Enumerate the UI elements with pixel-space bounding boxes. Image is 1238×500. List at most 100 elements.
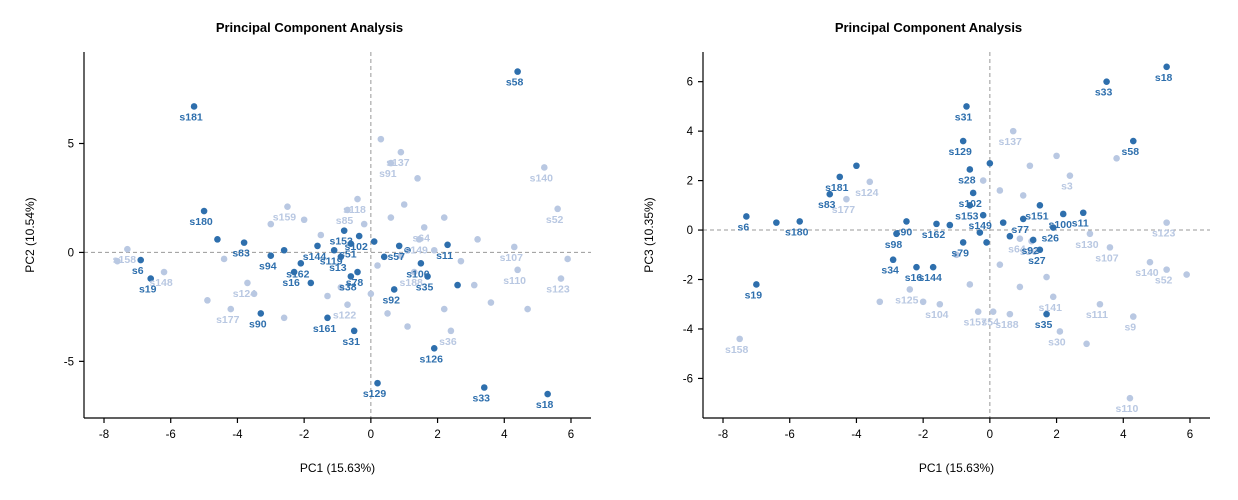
data-point [946,221,954,229]
data-point [347,273,355,280]
scatter-plot-pc1-pc2: -8 -6 -4 -2 0 2 4 6 -5 0 5 PC1 (15.63%) PC2 (10.54%)… [23,52,591,475]
data-point [314,242,321,250]
point-label: s58 [1122,146,1140,158]
data-point [470,281,478,289]
y-tick-label: 0 [687,225,693,237]
x-tick-label: -4 [232,429,243,441]
data-point [284,203,291,210]
data-point [796,218,804,225]
point-label: s83 [232,248,250,260]
data-point [454,281,461,289]
data-point [1019,192,1027,199]
x-tick-label: -4 [851,429,862,441]
point-label: s30 [1048,336,1066,348]
data-point [1043,310,1050,318]
data-point [999,219,1007,226]
data-point [344,301,351,309]
y-tick-label: -4 [683,324,694,336]
point-label: s149 [405,244,429,256]
point-label: s119 [320,255,343,267]
data-point [424,273,431,280]
point-label: s102 [958,198,982,210]
data-point [743,213,750,220]
data-point [114,257,121,265]
data-point [417,260,425,267]
point-label: s100 [406,268,430,280]
point-label: s162 [286,268,310,280]
data-point [1163,219,1170,226]
point-label: s38 [339,281,357,293]
x-tick-label: 4 [1120,429,1127,441]
x-tick-label: 6 [1187,429,1193,441]
y-axis-label: PC3 (10.35%) [642,197,656,272]
point-label: s107 [500,252,524,264]
data-point [267,220,275,228]
data-point [387,159,395,167]
point-label: s144 [918,272,942,284]
y-tick-label: -5 [64,356,74,368]
data-point [983,239,990,246]
data-point [214,236,221,243]
data-point [447,327,455,335]
point-label: s104 [925,309,949,321]
data-point [996,187,1004,194]
data-point [384,310,391,317]
point-label: s151 [1025,210,1049,222]
data-point [836,173,844,181]
y-tick-label: 4 [687,126,694,138]
pca-figure-pc1-pc3: -8 -6 -4 -2 0 2 4 6 -6 -4 -2 0 2 4 6 PC1 (15.63%) PC3 (1… [619,0,1238,500]
point-label: s110 [503,275,526,287]
data-point [510,243,518,251]
point-label: s180 [785,226,809,238]
point-label: s100 [1049,219,1073,231]
point-label: s13 [329,262,347,274]
data-point [397,252,405,259]
point-label: s110 [1116,403,1139,415]
point-label: s177 [216,314,240,326]
data-point [554,205,561,213]
data-point [889,256,897,264]
data-point [200,207,208,215]
point-label: s78 [346,277,364,289]
data-point [557,275,565,282]
data-point [147,275,155,282]
data-point [474,236,481,243]
point-label: s83 [818,199,836,211]
point-label: s188 [995,319,1019,331]
point-label: s158 [725,344,749,356]
data-point [1016,235,1024,243]
data-point [190,103,198,110]
point-label: s18 [536,399,554,411]
data-point [1129,137,1137,145]
x-axis-label: PC1 (15.63%) [300,461,375,475]
data-point [1113,155,1120,162]
data-point [976,229,984,236]
data-point [544,390,551,398]
point-label: s90 [895,226,913,238]
data-point [959,137,967,145]
point-label: s158 [113,254,137,266]
point-label: s31 [342,336,360,348]
data-point [440,214,448,221]
point-label: s162 [922,229,946,241]
point-label: s159 [273,212,297,224]
data-point [337,283,345,291]
point-label: s33 [472,393,490,405]
data-point [410,268,418,276]
data-point [1053,152,1060,160]
data-point [986,159,994,167]
data-point [220,255,228,263]
data-point [397,148,405,156]
point-label: s33 [1095,87,1113,99]
point-label: s140 [1135,267,1159,279]
data-point [541,164,548,171]
point-label: s141 [1039,302,1063,314]
point-label: s54 [981,317,999,329]
data-point [936,300,944,308]
y-tick-label: -6 [683,373,693,385]
point-label: s77 [1011,224,1029,236]
pca-figure-pc1-pc2: -8 -6 -4 -2 0 2 4 6 -5 0 5 PC1 (15.63%) PC2 (10.54%)… [23,20,591,475]
data-point [137,256,145,264]
data-point [966,202,974,209]
x-tick-label: -6 [785,429,795,441]
